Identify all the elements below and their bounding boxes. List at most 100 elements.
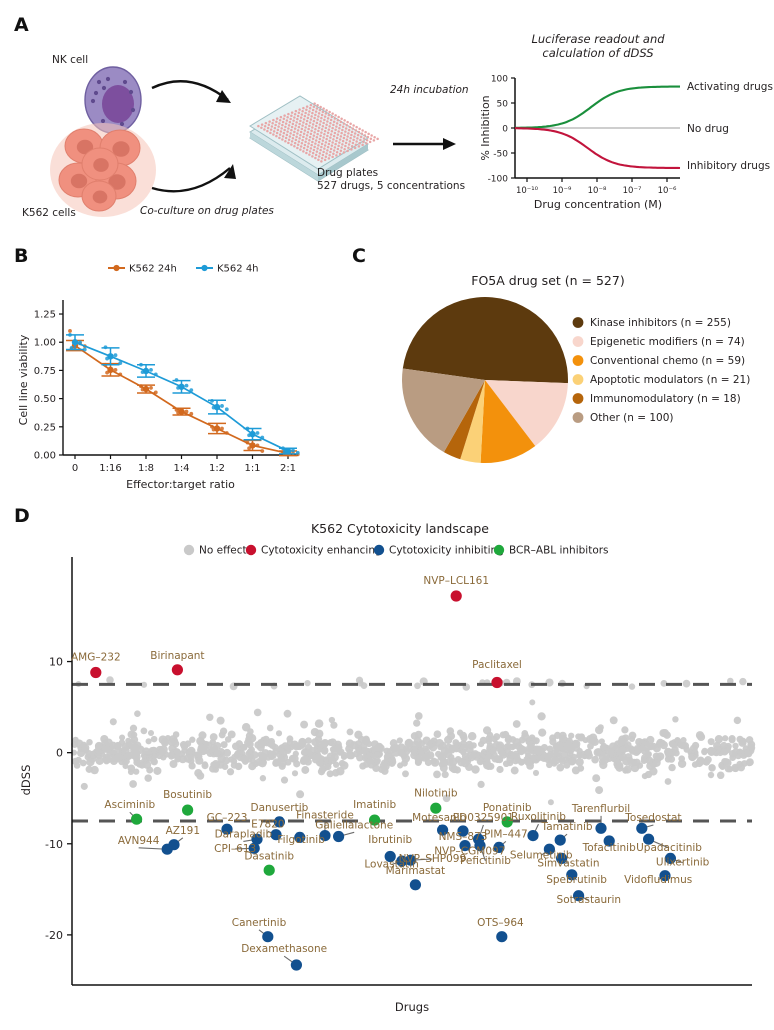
panel-b-xtick: 1:8: [138, 463, 154, 474]
drug-point: [493, 841, 505, 853]
drug-point: [636, 822, 648, 834]
drug-label: Nilotinib: [414, 787, 458, 799]
drug-point: [659, 870, 671, 882]
panel-a-xtick: 10⁻⁸: [588, 186, 607, 196]
panel-a-ytick: 100: [491, 75, 508, 85]
panel-b-ytick: 1.00: [34, 338, 56, 349]
drug-label: Tamatinib: [541, 821, 593, 833]
drug-label: Filgotinib: [277, 834, 325, 846]
drug-point: [290, 959, 302, 971]
panel-a-letter: A: [14, 14, 29, 36]
panel-b-xtick: 0: [72, 463, 78, 474]
drug-label: Tosedostat: [624, 812, 681, 824]
drug-label: PIM–447: [484, 828, 528, 840]
pie-slices: [402, 297, 569, 463]
panel-d-ytick: -20: [45, 929, 63, 942]
drug-label: NVP–SHP099: [399, 853, 467, 865]
drug-point: [221, 823, 233, 835]
panel-a-chart-title-1: Luciferase readout and: [531, 32, 665, 46]
drug-label: Dexamethasone: [241, 943, 327, 955]
panel-c-legend-item: [572, 336, 584, 347]
panel-b-xtick: 1:16: [99, 463, 121, 474]
drug-label: PD0325901: [453, 812, 514, 824]
panel-b-series-k562-4h: [66, 332, 300, 455]
drug-point: [491, 676, 503, 689]
drug-point: [396, 855, 408, 867]
pie-slice: [460, 380, 485, 463]
drug-label: Simvastatin: [537, 858, 599, 870]
panel-a-xtick: 10⁻⁹: [553, 186, 572, 196]
drug-point: [437, 824, 449, 836]
drug-label: Asciminib: [104, 799, 155, 811]
panel-c-legend-label: Immunomodulatory (n = 18): [590, 393, 741, 405]
drug-label: Motesanib: [412, 812, 467, 824]
panel-b-ytick: 0.25: [34, 422, 56, 433]
incubation-arrow: [393, 138, 456, 150]
drug-label: Ibrutinib: [368, 834, 412, 846]
nk-cell-label: NK cell: [52, 54, 88, 66]
k562-cells-label: K562 cells: [22, 207, 76, 219]
drug-label: AMG–232: [71, 652, 121, 664]
panel-a-schematic: NK cell K562 cells Co-culture on drug plat…: [22, 32, 773, 219]
drug-point: [566, 869, 578, 881]
drug-point: [457, 825, 469, 837]
drug-point: [664, 852, 677, 864]
drug-label: AZ191: [166, 825, 200, 837]
drug-label: Ruxolitinib: [511, 811, 566, 823]
panel-a-ylabel: % Inhibition: [479, 95, 492, 160]
drug-point: [603, 835, 615, 847]
drug-point: [543, 843, 556, 855]
activating-drugs-label: Activating drugs: [687, 81, 773, 93]
drug-plates-detail: 527 drugs, 5 concentrations: [317, 180, 465, 192]
panel-c-legend-label: Conventional chemo (n = 59): [590, 355, 745, 367]
panel-c-legend-item: [572, 355, 584, 366]
drug-label: Galiellalactone: [315, 819, 393, 831]
panel-b-ytick: 0.75: [34, 366, 56, 377]
panel-c-pie-chart: FO5A drug set (n = 527) Kinase inhibitors…: [402, 273, 750, 463]
drug-point: [643, 833, 655, 845]
drug-point: [248, 842, 260, 854]
drug-point: [573, 890, 585, 902]
drug-label: Dasatinib: [244, 850, 294, 862]
panel-d-legend-item: [373, 544, 385, 556]
plate-wells: [257, 102, 379, 163]
drug-label: Marimastat: [386, 865, 446, 877]
panel-d-xlabel: Drugs: [395, 1000, 429, 1014]
drug-point: [262, 931, 274, 943]
panel-d-cytotoxicity-scatter: K562 Cytotoxicity landscape No effect Cyto…: [19, 521, 756, 1014]
drug-label: Sotrastaurin: [557, 894, 622, 906]
panel-d-legend-label: Cytotoxicity enhancing: [261, 545, 382, 557]
drug-label: Bosutinib: [163, 789, 212, 801]
drug-label: Ulixertinib: [656, 857, 710, 869]
drug-label: Canertinib: [232, 917, 287, 929]
panel-d-legend-label: BCR–ABL inhibitors: [509, 545, 609, 557]
panel-a-xtick: 10⁻¹⁰: [516, 186, 539, 196]
panel-b-xtick: 1:2: [209, 463, 225, 474]
drug-point: [168, 839, 180, 851]
pie-slice: [480, 380, 536, 463]
panel-a-xtick: 10⁻⁶: [658, 186, 677, 196]
drug-point: [459, 840, 471, 852]
drug-label: Tarenflurbil: [571, 803, 630, 815]
drug-label: Birinapant: [150, 650, 204, 662]
panel-d-legend-label: Cytotoxicity inhibiting: [389, 545, 504, 557]
panel-b-ytick: 0.50: [34, 394, 56, 405]
panel-c-legend-item: [572, 393, 584, 404]
panel-b-xtick: 1:1: [244, 463, 260, 474]
nk-cell-illustration: [84, 66, 142, 134]
panel-c-legend-item: [572, 317, 584, 328]
panel-c-legend-label: Other (n = 100): [590, 412, 674, 424]
drug-point: [171, 664, 183, 676]
drug-label: GC–223: [207, 812, 248, 824]
drug-point: [270, 829, 282, 841]
drug-label: Upadacitinib: [636, 842, 702, 854]
panel-b-xlabel: Effector:target ratio: [126, 478, 235, 491]
drug-point: [554, 834, 566, 846]
drug-point: [182, 804, 194, 816]
panel-b-legend-item: [196, 264, 213, 272]
panel-b-legend-item: [108, 264, 125, 272]
panel-b-legend-label: K562 24h: [129, 264, 177, 275]
panel-d-legend-item: [245, 544, 257, 556]
inhibitory-drugs-label: Inhibitory drugs: [687, 160, 770, 172]
drug-label: Peficitinib: [460, 855, 511, 867]
